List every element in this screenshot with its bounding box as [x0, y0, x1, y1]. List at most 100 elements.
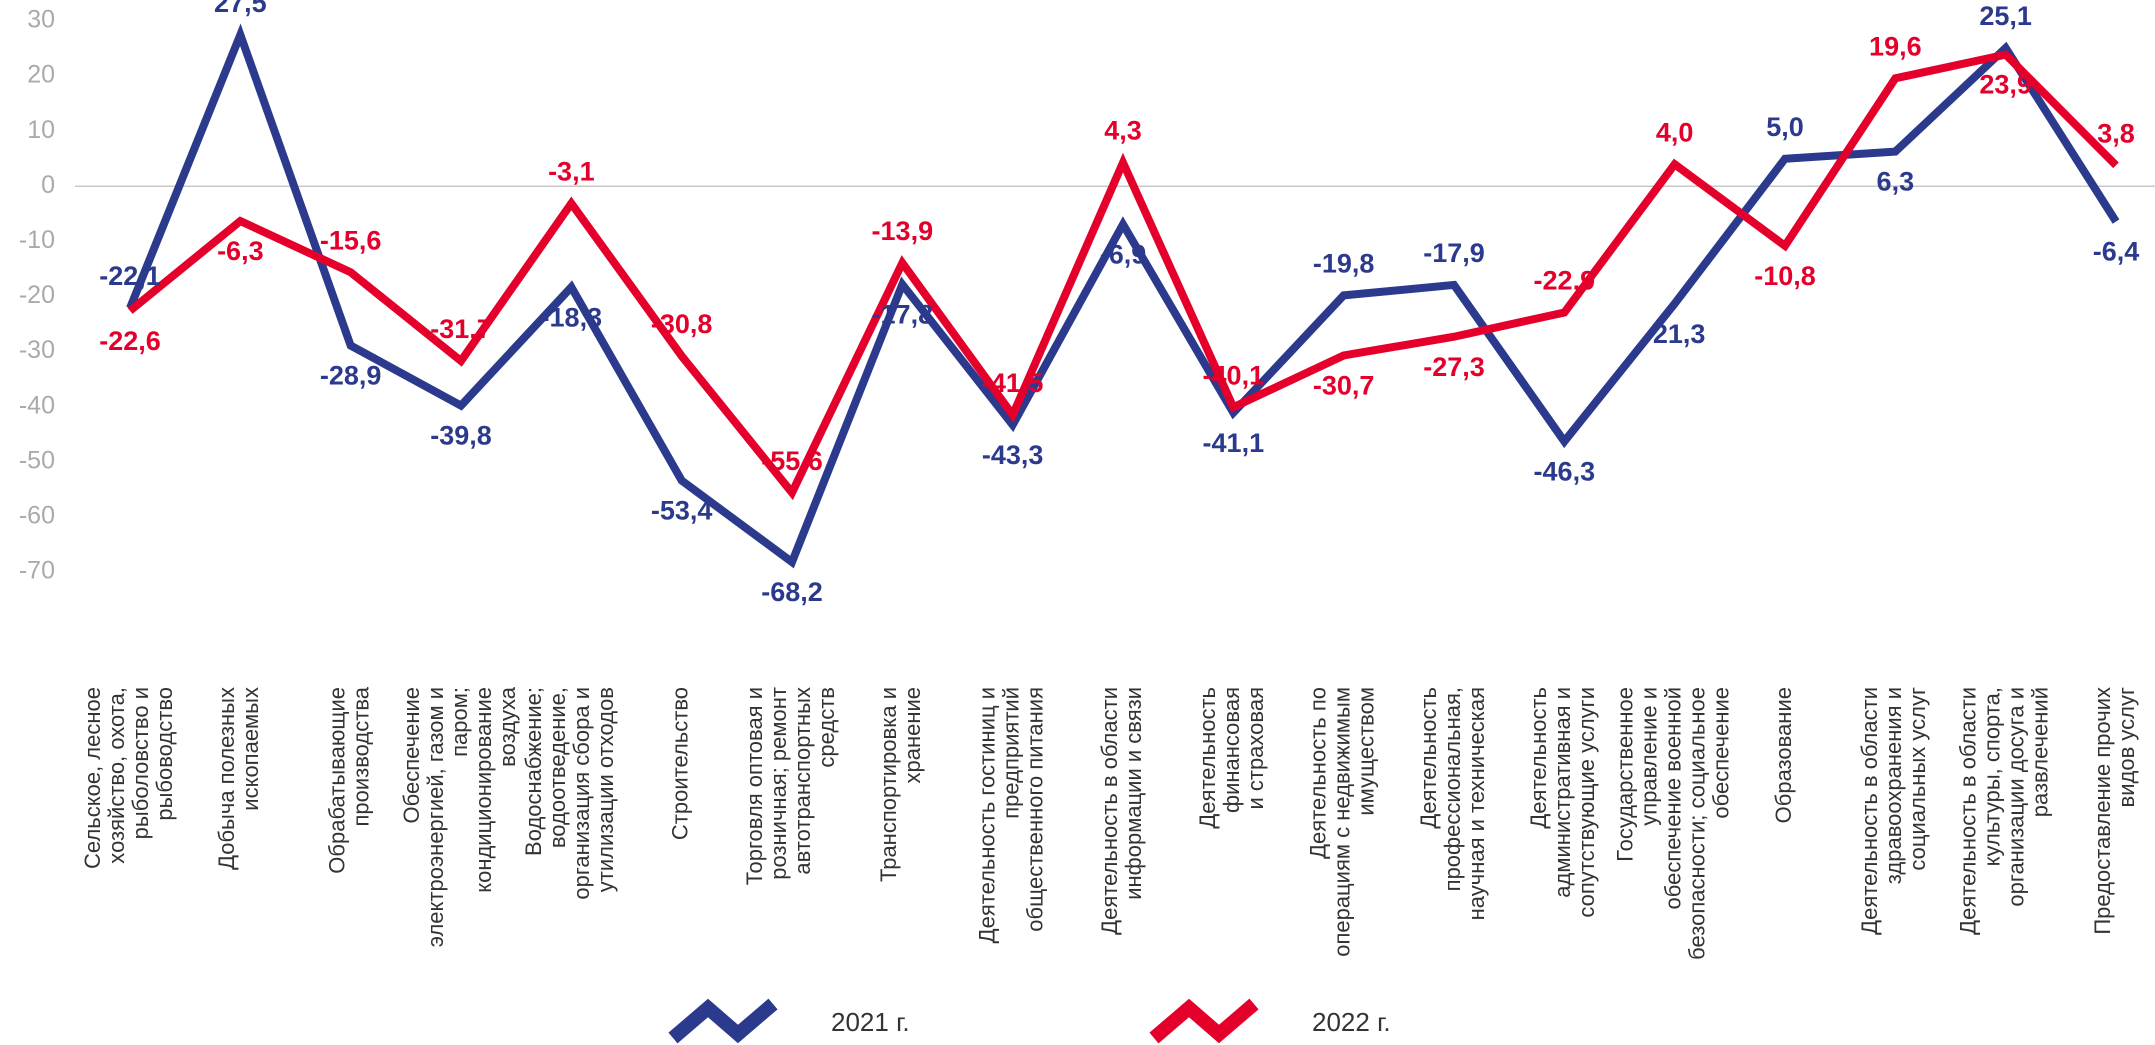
y-tick-label: -70: [19, 557, 55, 585]
data-label: -22,1: [99, 261, 161, 291]
x-tick-label: Транспортировка и: [876, 687, 901, 882]
data-label: -22,6: [99, 326, 161, 356]
y-tick-label: -20: [19, 281, 55, 309]
y-tick-label: -60: [19, 502, 55, 530]
y-tick-label: 30: [27, 6, 55, 34]
x-tick-label: кондиционирование: [471, 687, 496, 893]
x-tick-label: здравоохранения и: [1881, 687, 1906, 884]
data-label: -41,1: [1203, 428, 1265, 458]
x-tick-label: рыбоводство: [152, 687, 177, 821]
x-tick-label: культуры, спорта,: [1979, 687, 2004, 866]
data-label: -10,8: [1754, 261, 1816, 291]
x-tick-label: хранение: [900, 687, 925, 784]
data-label: -17,8: [872, 300, 934, 330]
x-tick-label: водоотведение,: [545, 687, 570, 848]
data-label: -30,8: [651, 309, 713, 339]
category-label: Деятельность финансовая и страховая: [1195, 687, 1268, 829]
category-label: Сельское, лесное хозяйство, охота, рыболов…: [80, 687, 177, 869]
data-label: 27,5: [214, 0, 267, 18]
data-label: -19,8: [1313, 249, 1375, 279]
data-label: -17,9: [1423, 238, 1485, 268]
y-tick-label: -40: [19, 391, 55, 419]
data-label: 5,0: [1766, 112, 1804, 142]
x-tick-label: утилизации отходов: [593, 687, 618, 892]
x-tick-label: Обрабатывающие: [324, 687, 349, 874]
category-label: Деятельность административная и сопутствую…: [1526, 687, 1599, 918]
data-label: -53,4: [651, 496, 713, 526]
x-tick-label: Деятельность в области: [1097, 687, 1122, 935]
data-label: -27,3: [1423, 352, 1485, 382]
data-label: -41,5: [982, 368, 1044, 398]
category-label: Водоснабжение; водоотведение, организация …: [521, 687, 618, 900]
x-tick-label: предприятий: [998, 687, 1023, 819]
category-label: Деятельность по операциям с недвижимым иму…: [1305, 687, 1378, 957]
data-label: 6,3: [1877, 167, 1915, 197]
x-tick-label: Предоставление прочих: [2090, 687, 2115, 935]
data-label: -21,3: [1644, 319, 1706, 349]
x-tick-label: Образование: [1771, 687, 1796, 823]
category-label: Строительство: [667, 687, 692, 840]
x-tick-label: информации и связи: [1121, 687, 1146, 900]
data-label: 4,0: [1656, 117, 1694, 147]
category-label: Деятельность профессиональная, научная и т…: [1416, 687, 1489, 920]
x-tick-label: и страховая: [1243, 687, 1268, 810]
y-tick-label: -50: [19, 446, 55, 474]
category-label: Деятельность в области информации и связи: [1097, 687, 1146, 935]
x-tick-label: паром;: [447, 687, 472, 757]
data-label: -55,6: [761, 446, 823, 476]
y-tick-label: -30: [19, 336, 55, 364]
y-tick-label: 20: [27, 61, 55, 89]
category-label: Обрабатывающие производства: [324, 686, 373, 873]
data-label: -6,4: [2093, 237, 2140, 267]
x-tick-label: рыболовство и: [128, 687, 153, 839]
x-tick-label: управление и: [1636, 687, 1661, 826]
data-label: -43,3: [982, 440, 1044, 470]
x-tick-label: финансовая: [1219, 687, 1244, 813]
data-label: 19,6: [1869, 31, 1922, 61]
data-label: -22,9: [1534, 266, 1596, 296]
x-tick-label: Деятельность: [1526, 687, 1551, 829]
data-label: 25,1: [1979, 1, 2032, 31]
category-label: Предоставление прочих видов услуг: [2090, 687, 2139, 935]
y-tick-label: 0: [41, 171, 55, 199]
x-tick-label: Торговля оптовая и: [742, 687, 767, 885]
x-tick-label: сопутствующие услуги: [1574, 687, 1599, 918]
x-tick-label: ископаемых: [238, 687, 263, 811]
x-tick-label: Сельское, лесное: [80, 687, 105, 869]
data-label: -6,9: [1100, 239, 1147, 269]
x-tick-label: Обеспечение: [399, 687, 424, 824]
x-tick-label: хозяйство, охота,: [104, 687, 129, 864]
x-tick-label: развлечений: [2027, 687, 2052, 817]
data-label: -31,7: [430, 314, 492, 344]
x-tick-label: Деятельность: [1416, 687, 1441, 829]
legend-swatch: [1149, 998, 1259, 1044]
series-line: [127, 50, 2119, 501]
x-tick-label: воздуха: [495, 686, 520, 767]
x-tick-label: организации досуга и: [2003, 687, 2028, 907]
data-label: -39,8: [430, 421, 492, 451]
x-tick-label: автотранспортных: [790, 687, 815, 875]
category-label: Обеспечение электроэнергией, газом и паром…: [399, 686, 520, 947]
category-label: Транспортировка и хранение: [876, 687, 925, 882]
x-tick-label: организация сбора и: [569, 687, 594, 900]
data-label: -46,3: [1534, 457, 1596, 487]
category-label: Добыча полезных ископаемых: [214, 687, 263, 870]
x-tick-label: видов услуг: [2114, 687, 2139, 807]
x-tick-label: безопасности; социальное: [1684, 687, 1709, 960]
y-tick-label: -10: [19, 226, 55, 254]
x-tick-label: научная и техническая: [1464, 687, 1489, 920]
x-tick-label: средств: [814, 687, 839, 768]
data-label: -13,9: [872, 216, 934, 246]
x-tick-label: электроэнергией, газом и: [423, 687, 448, 947]
category-label: Деятельность в области культуры, спорта, о…: [1955, 687, 2052, 935]
y-tick-label: 10: [27, 116, 55, 144]
x-tick-label: операциям с недвижимым: [1329, 687, 1354, 957]
x-tick-label: Добыча полезных: [214, 687, 239, 870]
legend-swatch: [668, 998, 778, 1044]
data-label: 23,9: [1979, 70, 2032, 100]
x-tick-label: Строительство: [667, 687, 692, 840]
x-tick-label: Деятельность в области: [1955, 687, 1980, 935]
x-tick-label: производства: [348, 686, 373, 826]
category-label: Образование: [1771, 687, 1796, 823]
